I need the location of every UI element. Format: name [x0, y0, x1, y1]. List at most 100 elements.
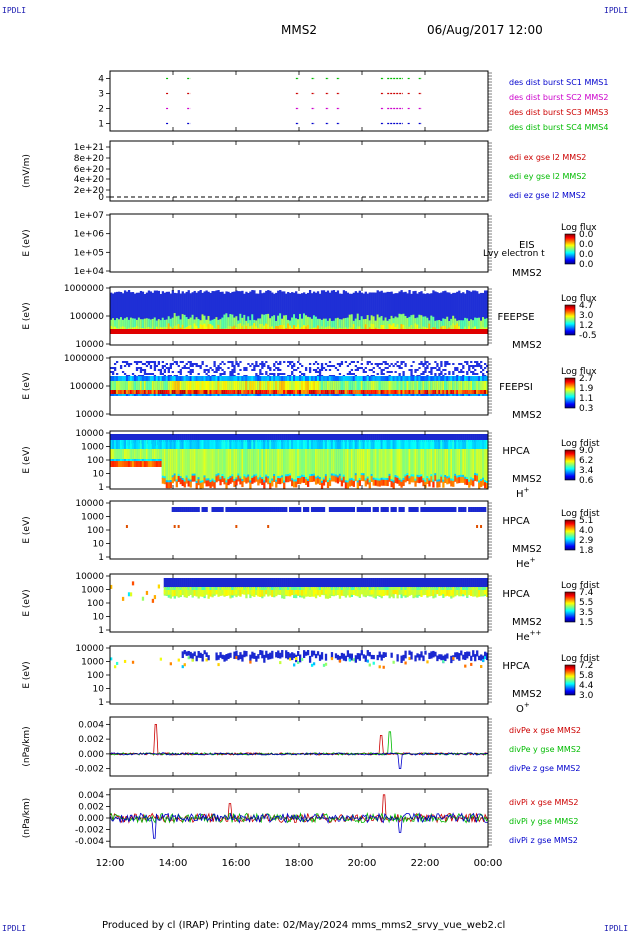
- colorbar: [564, 664, 576, 696]
- colorbar-tick-label: 2.7: [579, 374, 593, 384]
- y-tick-label: 0.000: [78, 750, 104, 760]
- species-label: O+: [516, 701, 530, 715]
- colorbar-tick-label: 9.0: [579, 446, 594, 456]
- y-tick-label: 10000: [75, 410, 104, 420]
- y-axis-label: E (eV): [22, 516, 32, 543]
- colorbar-tick-label: 5.8: [579, 671, 594, 681]
- panel-frame-1: [109, 70, 489, 132]
- colorbar-tick-label: 4.7: [579, 301, 593, 311]
- hpca-spectrogram: [110, 650, 489, 669]
- y-tick-label: 1000: [81, 513, 104, 523]
- y-tick-label: 6e+20: [74, 165, 105, 175]
- colorbar-tick-label: 3.0: [579, 691, 594, 701]
- y-axis-label: E (eV): [22, 661, 32, 688]
- y-axis-label: (nPa/km): [22, 798, 32, 838]
- species-label: He+: [516, 556, 536, 570]
- colorbar: [564, 377, 576, 409]
- y-tick-label: 100: [87, 526, 104, 536]
- y-tick-label: 2: [98, 105, 104, 115]
- colorbar-tick-label: 1.2: [579, 321, 593, 331]
- time-axis-label: 00:00: [474, 858, 503, 869]
- y-tick-label: 1e+04: [74, 267, 105, 277]
- y-tick-label: 8e+20: [74, 154, 105, 164]
- panel-frame-2: [109, 140, 489, 202]
- hpca-spectrogram: [125, 507, 487, 528]
- spacecraft-label: MMS2: [512, 617, 542, 628]
- hpca-spectrogram: [110, 578, 489, 603]
- y-tick-label: 1000: [81, 586, 104, 596]
- spacecraft-label: MMS2: [512, 410, 542, 421]
- instrument-label: HPCA: [502, 446, 530, 457]
- y-axis-label: E (eV): [22, 589, 32, 616]
- legend-entry: des dist burst SC2 MMS2: [509, 93, 608, 102]
- corner-label-top-left: IPDLI: [2, 6, 27, 15]
- legend-entry: divPe x gse MMS2: [509, 726, 581, 735]
- instrument-label: HPCA: [502, 516, 530, 527]
- timeseries-lines: [109, 724, 489, 769]
- legend-entry: divPe y gse MMS2: [509, 745, 581, 754]
- species-label: He++: [516, 629, 542, 643]
- y-tick-label: 0.004: [78, 791, 104, 801]
- header-spacecraft: MMS2: [281, 23, 317, 37]
- y-tick-label: -0.002: [75, 826, 104, 836]
- y-tick-label: 0.002: [78, 802, 104, 812]
- feepse-red-band: [110, 329, 488, 334]
- y-tick-label: 10: [93, 470, 105, 480]
- y-axis-label: E (eV): [22, 372, 32, 399]
- colorbar-tick-label: 7.2: [579, 661, 593, 671]
- colorbar-tick-label: 2.9: [579, 536, 594, 546]
- y-tick-label: 4: [98, 75, 104, 85]
- y-tick-label: 10000: [75, 572, 104, 582]
- y-tick-label: 10: [93, 613, 105, 623]
- colorbar-tick-label: 3.5: [579, 608, 593, 618]
- colorbar-tick-label: 0.0: [579, 260, 594, 270]
- hpca-spectrogram: [110, 434, 489, 489]
- time-axis-label: 12:00: [96, 858, 125, 869]
- colorbar-tick-label: 4.0: [579, 526, 594, 536]
- panel-frame-10: [109, 716, 489, 777]
- spacecraft-label: MMS2: [512, 689, 542, 700]
- y-tick-label: 0.002: [78, 735, 104, 745]
- y-tick-label: 1: [98, 698, 104, 708]
- series-line-3: [109, 752, 489, 769]
- colorbar-title: Log flux: [561, 294, 597, 304]
- legend-entry: des dist burst SC4 MMS4: [509, 123, 608, 132]
- instrument-label: FEEPSI: [499, 382, 533, 393]
- legend-entry: des dist burst SC1 MMS1: [509, 78, 608, 87]
- time-axis-label: 20:00: [348, 858, 377, 869]
- legend-entry: des dist burst SC3 MMS3: [509, 108, 608, 117]
- instrument-label: HPCA: [502, 589, 530, 600]
- y-tick-label: 1: [98, 483, 104, 493]
- colorbar-tick-label: 6.2: [579, 456, 593, 466]
- legend-entry: divPi y gse MMS2: [509, 817, 578, 826]
- series-line-2: [109, 731, 489, 756]
- colorbar-tick-label: 1.8: [579, 546, 594, 556]
- y-tick-label: 2e+20: [74, 186, 105, 196]
- y-tick-label: 0.000: [78, 814, 104, 824]
- y-tick-label: 1000: [81, 658, 104, 668]
- y-tick-label: 0: [98, 193, 104, 203]
- colorbar-title: Log flux: [561, 367, 597, 377]
- spacecraft-label: MMS2: [512, 268, 542, 279]
- y-tick-label: -0.002: [75, 765, 104, 775]
- y-tick-label: 100: [87, 456, 104, 466]
- time-axis-label: 22:00: [411, 858, 440, 869]
- colorbar: [564, 591, 576, 623]
- colorbar-tick-label: 0.6: [579, 476, 594, 486]
- spacecraft-label: MMS2: [512, 474, 542, 485]
- series-line-1: [109, 724, 489, 756]
- colorbar-tick-label: 0.0: [579, 230, 594, 240]
- y-tick-label: 10000: [75, 644, 104, 654]
- time-axis-label: 18:00: [285, 858, 314, 869]
- y-tick-label: 10000: [75, 499, 104, 509]
- legend-entry: edi ey gse l2 MMS2: [509, 172, 587, 181]
- corner-label-bottom-right: IPDLI: [604, 924, 629, 933]
- y-tick-label: 1000000: [64, 284, 104, 294]
- y-tick-label: 1000000: [64, 354, 104, 364]
- y-tick-label: 1000: [81, 443, 104, 453]
- instrument-label: HPCA: [502, 661, 530, 672]
- y-tick-label: 1e+21: [74, 143, 104, 153]
- spacecraft-label: MMS2: [512, 340, 542, 351]
- colorbar-title: Log fdist: [561, 439, 600, 449]
- colorbar-tick-label: 3.0: [579, 311, 594, 321]
